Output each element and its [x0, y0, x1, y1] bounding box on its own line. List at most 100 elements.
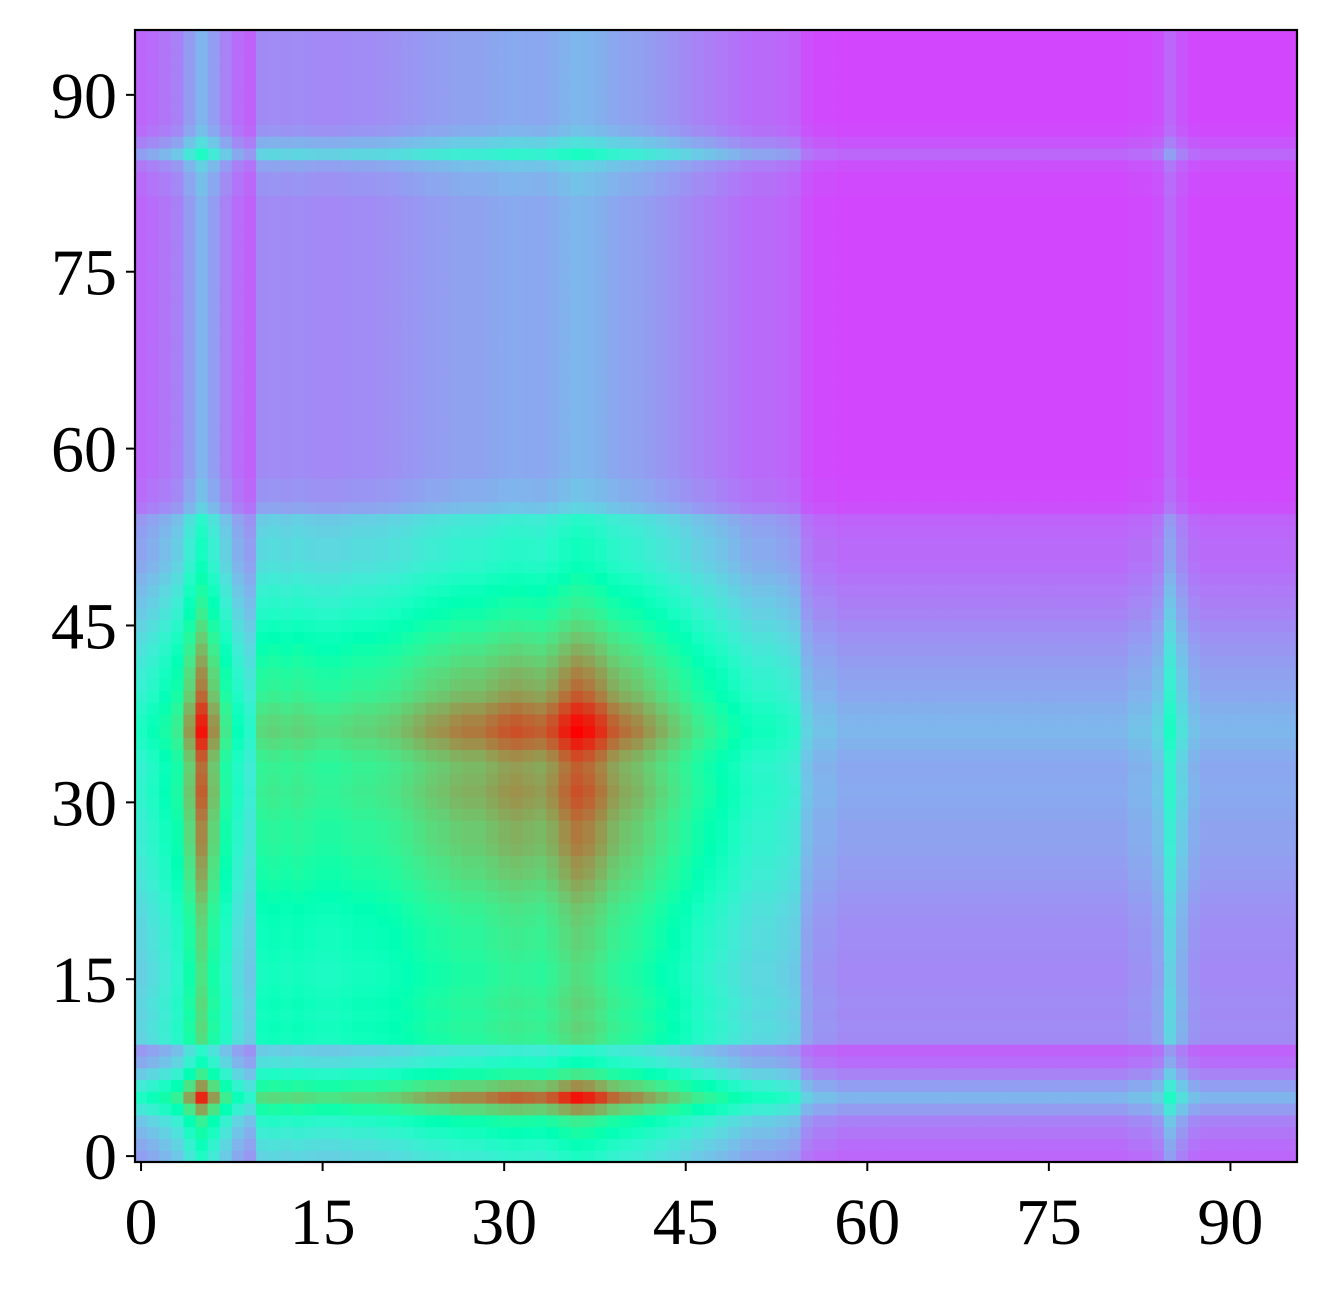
heatmap-cell	[1236, 855, 1250, 868]
heatmap-cell	[982, 808, 995, 821]
heatmap-cell	[183, 596, 197, 609]
heatmap-cell	[933, 820, 947, 833]
heatmap-cell	[812, 855, 826, 868]
heatmap-cell	[558, 1008, 572, 1022]
heatmap-cell	[1188, 985, 1201, 998]
heatmap-cell	[207, 961, 221, 974]
heatmap-cell	[316, 654, 330, 668]
heatmap-cell	[703, 702, 717, 715]
heatmap-cell	[921, 1091, 935, 1104]
heatmap-cell	[1272, 643, 1286, 656]
heatmap-cell	[570, 713, 584, 727]
heatmap-cell	[837, 973, 850, 986]
heatmap-cell	[1188, 961, 1201, 974]
heatmap-cell	[582, 831, 596, 845]
heatmap-cell	[1018, 820, 1032, 833]
heatmap-cell	[849, 596, 862, 609]
heatmap-cell	[195, 1114, 209, 1128]
heatmap-cell	[703, 749, 717, 762]
heatmap-cell	[619, 808, 632, 821]
heatmap-cell	[340, 867, 354, 880]
heatmap-cell	[594, 560, 608, 574]
heatmap-cell	[377, 1044, 390, 1057]
heatmap-cell	[461, 820, 475, 833]
heatmap-cell	[958, 879, 971, 892]
heatmap-cell	[171, 737, 185, 750]
heatmap-cell	[377, 855, 390, 868]
heatmap-cell	[425, 690, 439, 703]
heatmap-cell	[1200, 820, 1213, 833]
heatmap-cell	[1188, 1044, 1201, 1057]
heatmap-cell	[522, 1103, 536, 1116]
heatmap-cell	[219, 926, 233, 939]
heatmap-cell	[473, 631, 487, 644]
heatmap-cell	[740, 1103, 753, 1116]
heatmap-cell	[1272, 772, 1286, 786]
heatmap-cell	[655, 1126, 669, 1140]
heatmap-cell	[195, 572, 209, 585]
heatmap-cell	[607, 631, 620, 644]
heatmap-cell	[304, 737, 318, 750]
heatmap-cell	[147, 1079, 160, 1092]
heatmap-cell	[425, 914, 439, 927]
heatmap-cell	[1091, 725, 1104, 739]
heatmap-cell	[377, 831, 390, 845]
heatmap-cell	[135, 796, 148, 809]
heatmap-cell	[1224, 1079, 1238, 1092]
heatmap-cell	[824, 949, 838, 963]
heatmap-cell	[498, 725, 511, 739]
heatmap-cell	[1139, 996, 1153, 1010]
heatmap-cell	[643, 560, 657, 574]
heatmap-cell	[1079, 749, 1092, 762]
heatmap-cell	[183, 879, 197, 892]
heatmap-cell	[1054, 725, 1068, 739]
heatmap-cell	[970, 890, 983, 904]
heatmap-cell	[1054, 784, 1068, 798]
heatmap-cell	[994, 1103, 1008, 1116]
heatmap-cell	[183, 1091, 197, 1104]
heatmap-cell	[364, 772, 378, 786]
heatmap-cell	[837, 914, 850, 927]
heatmap-cell	[619, 1091, 632, 1104]
heatmap-cell	[837, 902, 850, 915]
heatmap-cell	[461, 867, 475, 880]
heatmap-cell	[752, 1091, 766, 1104]
heatmap-cell	[594, 548, 608, 562]
heatmap-cell	[340, 1103, 354, 1116]
heatmap-cell	[885, 1067, 899, 1081]
heatmap-cell	[171, 1103, 185, 1116]
heatmap-cell	[643, 985, 657, 998]
heatmap-cell	[1103, 808, 1117, 821]
heatmap-cell	[1006, 855, 1020, 868]
heatmap-cell	[873, 796, 887, 809]
heatmap-cell	[776, 949, 790, 963]
heatmap-cell	[135, 572, 148, 585]
heatmap-cell	[280, 784, 293, 798]
heatmap-cell	[159, 1055, 172, 1069]
heatmap-cell	[909, 784, 923, 798]
heatmap-cell	[994, 1091, 1008, 1104]
heatmap-cell	[1272, 1044, 1286, 1057]
heatmap-cell	[461, 843, 475, 857]
heatmap-cell	[958, 890, 971, 904]
heatmap-cell	[413, 1044, 427, 1057]
heatmap-cell	[207, 820, 221, 833]
heatmap-cell	[1054, 926, 1068, 939]
heatmap-cell	[1200, 796, 1213, 809]
heatmap-cell	[1018, 572, 1032, 585]
heatmap-cell	[147, 607, 160, 621]
heatmap-cell	[631, 631, 644, 644]
heatmap-cell	[304, 1138, 318, 1151]
heatmap-cell	[631, 1067, 644, 1081]
heatmap-cell	[945, 926, 959, 939]
heatmap-cell	[147, 867, 160, 880]
heatmap-cell	[486, 713, 499, 727]
heatmap-cell	[219, 572, 233, 585]
heatmap-cell	[1163, 584, 1177, 597]
heatmap-cell	[147, 1114, 160, 1128]
heatmap-cell	[619, 584, 632, 597]
heatmap-cell	[425, 1008, 439, 1022]
heatmap-cell	[958, 855, 971, 868]
heatmap-cell	[437, 548, 451, 562]
heatmap-cell	[861, 737, 874, 750]
